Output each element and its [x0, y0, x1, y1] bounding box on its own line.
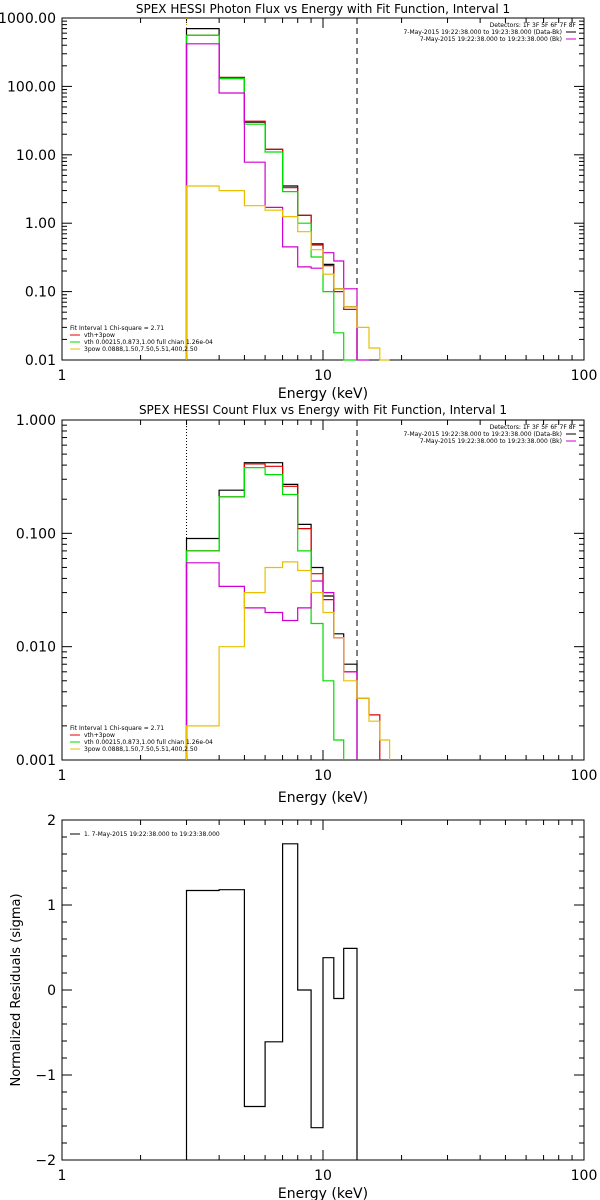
series-line-vth — [185, 34, 357, 361]
x-tick-label: 10 — [314, 768, 332, 784]
x-axis-label: Energy (keV) — [278, 790, 368, 806]
series-line-3pow — [185, 185, 390, 361]
chart-panel-2: SPEX HESSI Count Flux vs Energy with Fit… — [16, 403, 597, 806]
legend-entry: 3pow 0.0888,1.50,7.50,5.51,400,2.50 — [84, 746, 198, 753]
legend-entry: Detectors: 1F 3F 5F 6F 7F 8F — [490, 424, 577, 431]
legend-entry: Detectors: 1F 3F 5F 6F 7F 8F — [490, 22, 577, 29]
x-tick-label: 10 — [314, 1168, 332, 1184]
series-line-bk — [185, 43, 369, 361]
y-tick-label: 0.010 — [16, 640, 56, 656]
chart-title: SPEX HESSI Count Flux vs Energy with Fit… — [139, 403, 507, 417]
y-tick-label: 10.00 — [16, 148, 56, 164]
y-tick-label: 0 — [47, 983, 56, 999]
series-line-vth — [185, 467, 345, 760]
y-tick-label: −1 — [35, 1068, 56, 1084]
legend-entry: vth+3pow — [84, 332, 115, 339]
legend-entry: vth 0.00215,0.873,1.00 full chian 1.26e-… — [84, 739, 213, 746]
legend-entry: 7-May-2015 19:22:38.000 to 19:23:38.000 … — [403, 29, 562, 36]
y-tick-label: 1000.00 — [0, 11, 56, 27]
series-line-3pow — [185, 561, 391, 760]
y-tick-label: 100.00 — [7, 79, 56, 95]
series-line-data-bk — [185, 28, 358, 360]
chart-title: SPEX HESSI Photon Flux vs Energy with Fi… — [136, 2, 510, 16]
x-tick-label: 1 — [58, 768, 67, 784]
chart-panel-1: SPEX HESSI Photon Flux vs Energy with Fi… — [0, 2, 597, 402]
x-tick-label: 100 — [571, 768, 598, 784]
plot-frame — [61, 17, 585, 361]
series-line-bk — [185, 562, 358, 760]
legend-entry: vth+3pow — [84, 732, 115, 739]
x-tick-label: 100 — [571, 368, 598, 384]
legend-entry: 3pow 0.0888,1.50,7.50,5.51,400,2.50 — [84, 346, 198, 353]
chart-panel-3: Energy (keV) Normalized Residuals (sigma)… — [9, 813, 597, 1200]
x-tick-label: 100 — [571, 1168, 598, 1184]
y-tick-label: 1.00 — [25, 216, 56, 232]
x-tick-label: 10 — [314, 368, 332, 384]
y-tick-label: 2 — [47, 813, 56, 829]
y-tick-label: 0.100 — [16, 526, 56, 542]
series-line — [185, 843, 358, 1160]
legend-entry: 7-May-2015 19:22:38.000 to 19:23:38.000 … — [403, 431, 562, 438]
x-tick-label: 1 — [58, 368, 67, 384]
y-tick-label: 0.01 — [25, 353, 56, 369]
x-axis-label: Energy (keV) — [278, 386, 368, 402]
x-axis-label: Energy (keV) — [278, 1186, 368, 1200]
legend-entry: 7-May-2015 19:22:38.000 to 19:23:38.000 … — [420, 36, 562, 43]
y-axis-label: Normalized Residuals (sigma) — [9, 893, 24, 1086]
y-tick-label: 0.001 — [16, 753, 56, 769]
y-tick-label: 1.000 — [16, 413, 56, 429]
legend-entry: vth 0.00215,0.873,1.00 full chian 1.26e-… — [84, 339, 213, 346]
legend-entry: Fit Interval 1 Chi-square = 2.71 — [70, 325, 164, 332]
legend-entry: Fit Interval 1 Chi-square = 2.71 — [70, 725, 164, 732]
legend-entry: 7-May-2015 19:22:38.000 to 19:23:38.000 … — [420, 438, 562, 445]
series-line-vth-3pow — [185, 34, 358, 360]
y-tick-label: 0.10 — [25, 285, 56, 301]
x-tick-label: 1 — [58, 1168, 67, 1184]
legend-entry: 1. 7-May-2015 19:22:38.000 to 19:23:38.0… — [84, 831, 220, 838]
series-line-data-bk — [185, 462, 358, 760]
y-tick-label: 1 — [47, 898, 56, 914]
y-tick-label: −2 — [35, 1153, 56, 1169]
